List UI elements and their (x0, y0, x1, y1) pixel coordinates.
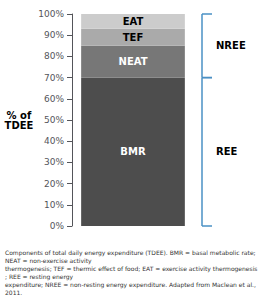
svg-text:20%: 20% (44, 179, 64, 189)
svg-text:40%: 40% (44, 136, 64, 146)
svg-text:Components of total daily ener: Components of total daily energy expendi… (5, 249, 258, 257)
svg-text:REE: REE (216, 146, 238, 157)
svg-text:10%: 10% (44, 200, 64, 210)
svg-text:100%: 100% (38, 9, 64, 19)
svg-text:TDEE: TDEE (5, 120, 34, 131)
svg-text:NEAT: NEAT (119, 56, 148, 67)
svg-text:EAT: EAT (123, 16, 144, 27)
svg-text:expenditure; NREE = non-restin: expenditure; NREE = non-resting energy e… (5, 281, 258, 289)
svg-text:70%: 70% (44, 73, 64, 83)
svg-text:60%: 60% (44, 94, 64, 104)
svg-text:80%: 80% (44, 51, 64, 61)
svg-text:NREE: NREE (216, 40, 246, 51)
svg-text:% of: % of (6, 109, 32, 121)
svg-text:; REE = resting energy: ; REE = resting energy (5, 273, 74, 281)
svg-text:NEAT = non-exercise activity: NEAT = non-exercise activity (5, 257, 92, 265)
svg-text:90%: 90% (44, 30, 64, 40)
svg-text:2011.: 2011. (5, 289, 22, 296)
svg-text:30%: 30% (44, 157, 64, 167)
svg-text:TEF: TEF (123, 32, 143, 43)
svg-text:50%: 50% (44, 115, 64, 125)
svg-text:0%: 0% (50, 221, 65, 231)
svg-text:BMR: BMR (120, 146, 146, 157)
svg-text:thermogenesis; TEF = thermic e: thermogenesis; TEF = thermic effect of f… (5, 265, 257, 273)
